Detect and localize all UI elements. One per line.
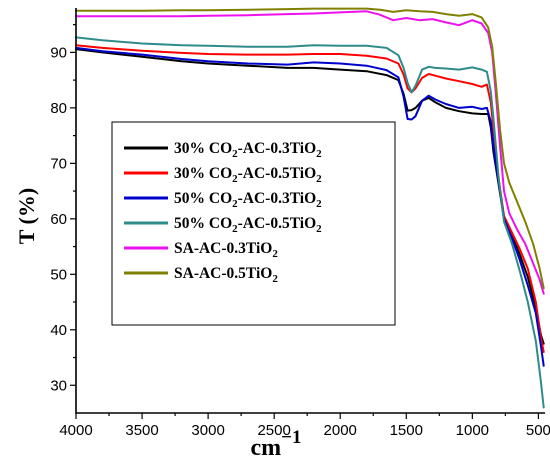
- x-tick-label: 1500: [390, 422, 423, 439]
- ticks-layer: 4000 3500 3000 2500 2000 1500 1000 500 30 40 50 60 7…: [50, 24, 550, 439]
- x-axis-title-exponent: −1: [281, 427, 301, 448]
- y-tick-label: 50: [50, 266, 67, 283]
- legend-entry: 30% CO2-AC-0.5TiO2: [174, 165, 322, 185]
- legend-entry: SA-AC-0.5TiO2: [174, 265, 278, 285]
- x-tick-label: 3500: [125, 422, 158, 439]
- y-tick-label: 90: [50, 44, 67, 61]
- legend-entry: 50% CO2-AC-0.3TiO2: [174, 190, 322, 210]
- series-line-5: [75, 10, 545, 295]
- x-tick-label: 1000: [456, 422, 489, 439]
- legend: 30% CO2-AC-0.3TiO2 30% CO2-AC-0.5TiO2 50% …: [111, 121, 396, 326]
- x-tick-label: 2500: [257, 422, 290, 439]
- y-tick-label: 40: [50, 322, 67, 339]
- y-tick-label: 80: [50, 100, 67, 117]
- legend-entry: 30% CO2-AC-0.3TiO2: [174, 140, 322, 160]
- y-tick-label: 30: [50, 377, 67, 394]
- legend-entry: 50% CO2-AC-0.5TiO2: [174, 215, 322, 235]
- x-tick-label: 2000: [324, 422, 357, 439]
- series-layer: [75, 7, 545, 409]
- series-line-2: [75, 44, 545, 353]
- y-axis-title: T (%): [14, 188, 39, 244]
- x-axis-title: cm−1: [251, 427, 302, 461]
- y-tick-label: 60: [50, 211, 67, 228]
- series-line-3: [75, 46, 545, 367]
- x-tick-label: 500: [526, 422, 550, 439]
- legend-entry: SA-AC-0.3TiO2: [174, 240, 278, 260]
- x-tick-label: 3000: [191, 422, 224, 439]
- y-tick-label: 70: [50, 155, 67, 172]
- series-line-4: [75, 36, 545, 409]
- series-line-6: [75, 7, 545, 290]
- x-axis-title-unit: cm: [251, 435, 282, 461]
- x-tick-label: 4000: [59, 422, 92, 439]
